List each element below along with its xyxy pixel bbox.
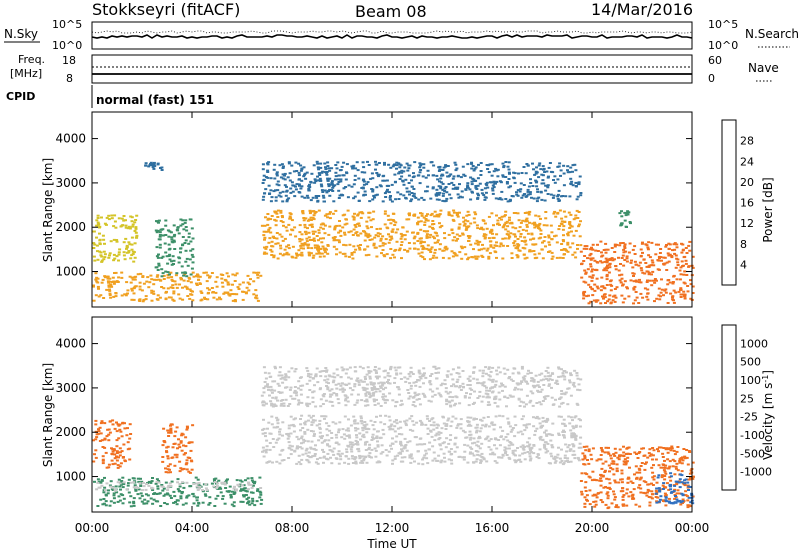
power-colorbar-tick: 4 [740, 258, 747, 271]
velocity-colorbar-tick: -1000 [740, 466, 772, 479]
y-tick-label: 3000 [55, 176, 86, 190]
power-colorbar: 4 8 12 16 20 24 28 [722, 120, 754, 285]
nave-tick-top: 60 [708, 54, 722, 67]
freq-label: Freq. [18, 53, 45, 66]
echo-region [155, 218, 195, 277]
echo-region [261, 210, 582, 261]
nave-tick-bottom: 0 [708, 72, 715, 85]
nsky-panel: N.Sky 10^5 10^0 10^5 10^0 N.Search [4, 18, 799, 52]
power-colorbar-tick: 12 [740, 217, 754, 230]
beam-title: Beam 08 [355, 2, 427, 21]
freq-unit-label: [MHz] [10, 67, 42, 80]
x-tick-label: 12:00 [375, 521, 410, 535]
power-y-label: Slant Range [km] [41, 158, 55, 262]
cpid-value: normal (fast) 151 [96, 93, 214, 107]
y-tick-label: 1000 [55, 265, 86, 279]
echo-region [92, 272, 262, 303]
x-tick-label: 08:00 [275, 521, 310, 535]
power-colorbar-tick: 28 [740, 135, 754, 148]
x-tick-label: 20:00 [575, 521, 610, 535]
power-colorbar-tick: 20 [740, 176, 754, 189]
y-tick-label: 2000 [55, 220, 86, 234]
time-axis-label: Time UT [366, 537, 417, 551]
echo-region [161, 423, 194, 474]
nsky-label: N.Sky [4, 27, 38, 41]
echo-region [262, 161, 583, 203]
freq-tick-top: 18 [62, 54, 76, 67]
nsky-tick-bottom: 10^0 [52, 39, 82, 52]
nsearch-trace [92, 31, 692, 33]
x-tick-label: 00:00 [675, 521, 710, 535]
echo-region [580, 241, 695, 305]
velocity-panel: 1000 2000 3000 4000 Slant Range [km] 1000 50… [41, 112, 775, 551]
power-colorbar-label: Power [dB] [761, 177, 775, 242]
power-echo-regions [92, 161, 695, 305]
echo-region [144, 162, 163, 171]
x-tick-label: 00:00 [75, 521, 110, 535]
nsky-tick-top: 10^5 [52, 18, 82, 31]
station-title: Stokkseyri (fitACF) [92, 0, 240, 19]
echo-region [92, 419, 132, 469]
freq-tick-bottom: 8 [66, 72, 73, 85]
power-colorbar-tick: 16 [740, 197, 754, 210]
y-tick-label: 4000 [55, 337, 86, 351]
echo-region [261, 366, 582, 408]
nave-label: Nave [748, 61, 779, 75]
x-tick-label: 04:00 [175, 521, 210, 535]
echo-region [618, 210, 632, 228]
freq-panel: Freq. [MHz] 18 8 60 0 Nave [10, 53, 779, 85]
power-colorbar-tick: 24 [740, 155, 754, 168]
power-colorbar-tick: 8 [740, 238, 747, 251]
echo-region [261, 415, 582, 466]
velocity-colorbar-tick: 1000 [740, 337, 768, 350]
echo-region [92, 214, 138, 263]
y-tick-label: 1000 [55, 470, 86, 484]
velocity-y-axis: 1000 2000 3000 4000 [55, 337, 692, 484]
y-tick-label: 2000 [55, 425, 86, 439]
x-tick-label: 16:00 [475, 521, 510, 535]
velocity-echo-regions [92, 366, 695, 509]
velocity-colorbar-tick: -25 [740, 411, 758, 424]
date-title: 14/Mar/2016 [591, 0, 693, 19]
velocity-colorbar-tick: 100 [740, 374, 761, 387]
y-tick-label: 4000 [55, 132, 86, 146]
power-y-axis: 1000 2000 3000 4000 [55, 132, 692, 279]
cpid-label: CPID [6, 90, 35, 103]
power-panel: 1000 2000 3000 4000 Slant Range [km] 4 8 12 16… [41, 112, 775, 307]
y-tick-label: 3000 [55, 381, 86, 395]
nsearch-label: N.Search [745, 27, 799, 41]
velocity-colorbar-tick: 25 [740, 392, 754, 405]
velocity-colorbar-label: Velocity [m s-1] [761, 370, 776, 460]
velocity-colorbar-tick: 500 [740, 356, 761, 369]
nsearch-tick-top: 10^5 [708, 18, 738, 31]
velocity-y-label: Slant Range [km] [41, 363, 55, 467]
nsky-trace [92, 35, 692, 38]
nsearch-tick-bottom: 10^0 [708, 39, 738, 52]
